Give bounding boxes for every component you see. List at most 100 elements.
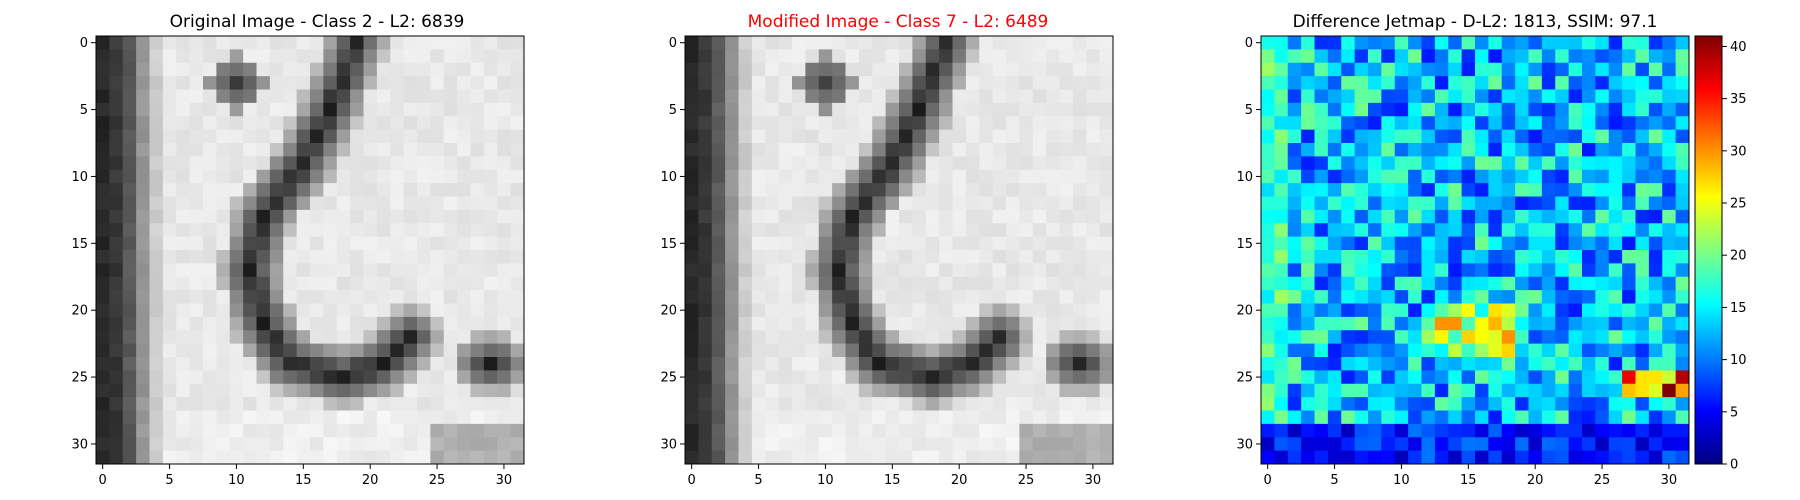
pixel-cell — [792, 450, 806, 465]
pixel-cell — [162, 209, 177, 224]
pixel-cell — [992, 36, 1007, 50]
pixel-cell — [1434, 450, 1449, 465]
pixel-cell — [376, 410, 391, 425]
pixel-cell — [979, 143, 994, 157]
pixel-cell — [1501, 89, 1516, 104]
pixel-cell — [1608, 316, 1623, 331]
pixel-cell — [698, 250, 713, 264]
pixel-cell — [376, 423, 391, 438]
pixel-cell — [403, 129, 418, 144]
pixel-cell — [1368, 383, 1382, 398]
pixel-cell — [1381, 236, 1396, 251]
pixel-cell — [269, 437, 284, 452]
pixel-cell — [497, 129, 512, 144]
pixel-cell — [992, 303, 1007, 318]
pixel-cell — [269, 330, 284, 345]
pixel-cell — [1368, 36, 1382, 50]
pixel-cell — [1019, 196, 1034, 211]
pixel-cell — [1314, 250, 1329, 264]
pixel-cell — [269, 143, 284, 157]
pixel-cell — [1541, 36, 1556, 50]
pixel-cell — [952, 169, 967, 184]
pixel-cell — [1046, 183, 1060, 197]
pixel-cell — [497, 263, 512, 278]
pixel-cell — [1381, 343, 1396, 358]
pixel-cell — [1408, 102, 1422, 117]
pixel-cell — [1541, 143, 1556, 157]
pixel-cell — [912, 343, 927, 358]
pixel-cell — [443, 236, 458, 251]
pixel-cell — [1327, 116, 1342, 131]
pixel-cell — [832, 437, 846, 452]
pixel-cell — [1019, 276, 1034, 291]
pixel-cell — [296, 330, 311, 345]
pixel-cell — [805, 76, 820, 90]
pixel-cell — [1408, 116, 1422, 131]
pixel-cell — [1434, 76, 1449, 90]
pixel-cell — [1086, 62, 1101, 77]
pixel-cell — [979, 223, 994, 238]
pixel-cell — [818, 76, 833, 90]
pixel-cell — [510, 437, 525, 452]
pixel-cell — [1648, 330, 1663, 345]
pixel-cell — [109, 303, 124, 318]
pixel-cell — [1622, 196, 1636, 211]
pixel-cell — [1541, 223, 1556, 238]
pixel-cell — [176, 116, 191, 131]
pixel-cell — [176, 183, 191, 197]
pixel-cell — [725, 410, 739, 425]
pixel-cell — [765, 450, 780, 465]
pixel-cell — [1675, 116, 1690, 131]
pixel-cell — [243, 450, 257, 465]
pixel-cell — [1394, 423, 1409, 438]
pixel-cell — [323, 330, 338, 345]
pixel-cell — [510, 36, 525, 50]
pixel-cell — [1261, 343, 1275, 358]
pixel-cell — [885, 143, 900, 157]
y-tick-label: 25 — [71, 371, 88, 386]
pixel-cell — [738, 290, 753, 304]
pixel-cell — [1301, 437, 1315, 452]
pixel-cell — [698, 236, 713, 251]
pixel-cell — [1381, 76, 1396, 90]
pixel-cell — [417, 169, 431, 184]
pixel-cell — [1475, 450, 1489, 465]
pixel-cell — [1515, 209, 1529, 224]
pixel-cell — [162, 410, 177, 425]
pixel-cell — [483, 410, 498, 425]
pixel-cell — [738, 102, 753, 117]
pixel-cell — [363, 129, 378, 144]
pixel-cell — [1086, 76, 1101, 90]
pixel-cell — [751, 102, 766, 117]
pixel-cell — [979, 156, 994, 171]
pixel-cell — [323, 316, 338, 331]
pixel-cell — [229, 263, 244, 278]
pixel-cell — [1099, 62, 1114, 77]
pixel-cell — [417, 89, 431, 104]
pixel-cell — [1434, 196, 1449, 211]
pixel-cell — [336, 89, 351, 104]
pixel-cell — [1541, 209, 1556, 224]
pixel-cell — [1595, 357, 1610, 371]
pixel-cell — [1675, 183, 1690, 197]
pixel-cell — [1408, 397, 1422, 411]
pixel-cell — [818, 290, 833, 304]
pixel-cell — [162, 343, 177, 358]
pixel-cell — [363, 276, 378, 291]
pixel-cell — [725, 330, 739, 345]
pixel-cell — [698, 62, 713, 77]
pixel-cell — [1314, 196, 1329, 211]
pixel-cell — [832, 156, 846, 171]
pixel-cell — [1006, 36, 1020, 50]
pixel-cell — [176, 76, 191, 90]
pixel-cell — [1394, 156, 1409, 171]
pixel-cell — [1072, 397, 1087, 411]
pixel-cell — [1622, 129, 1636, 144]
pixel-cell — [122, 102, 137, 117]
pixel-cell — [1608, 250, 1623, 264]
pixel-cell — [216, 236, 231, 251]
pixel-cell — [1555, 236, 1570, 251]
pixel-cell — [1662, 223, 1677, 238]
pixel-cell — [1006, 397, 1020, 411]
pixel-cell — [1274, 357, 1289, 371]
